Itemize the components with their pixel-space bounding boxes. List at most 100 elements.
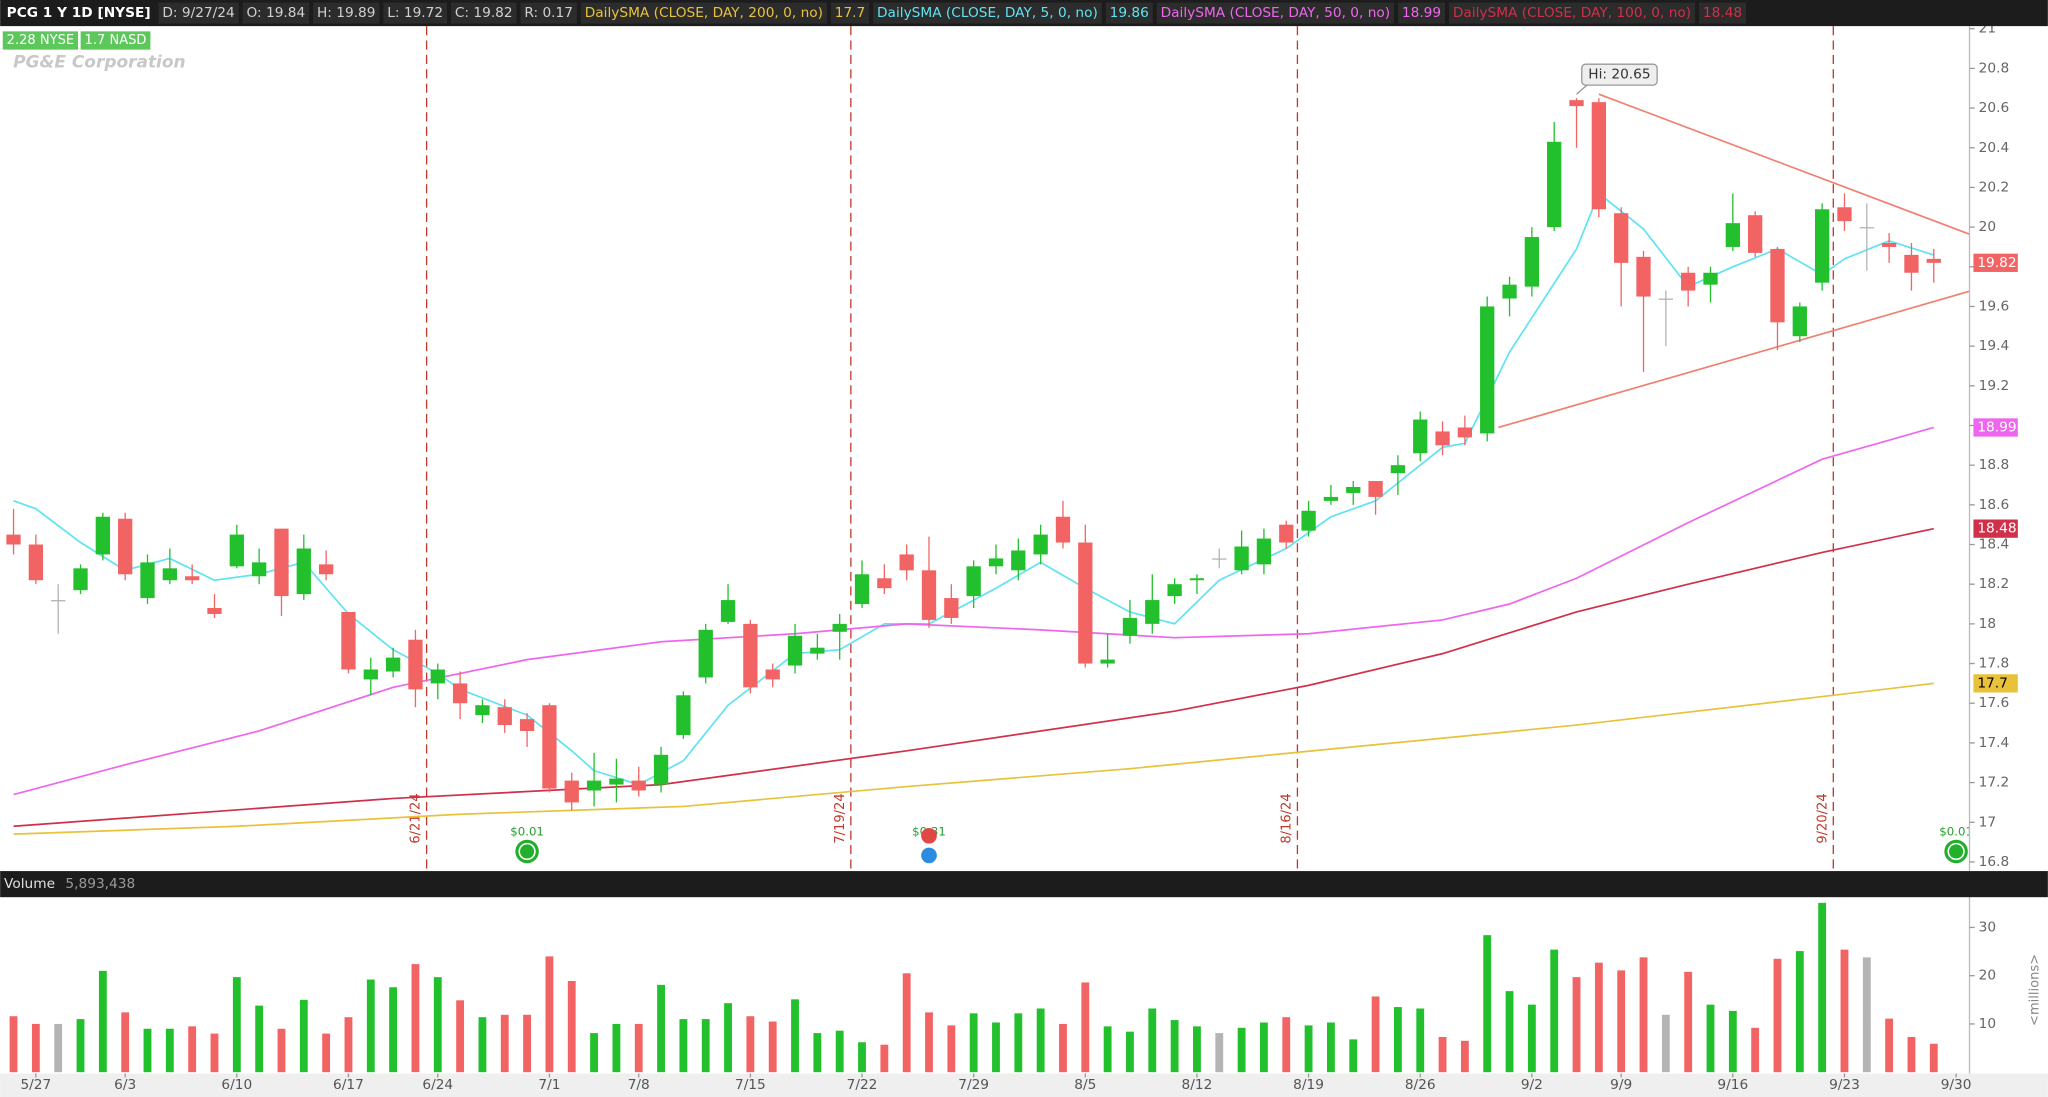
event-label: 9/20/24 [1815, 793, 1830, 843]
sma-line [13, 682, 1934, 835]
price-badge-label: 18.99 [1977, 419, 2016, 435]
y-tick-label: 18.6 [1979, 497, 2010, 513]
volume-bar [232, 977, 241, 1073]
candle-body [1435, 431, 1450, 446]
candle-body [1368, 481, 1383, 497]
high-label: Hi: 20.65 [1588, 67, 1650, 83]
trendline [1498, 289, 1972, 429]
volume-bar [344, 1017, 353, 1073]
volume-bar [1326, 1022, 1335, 1073]
volume-bar [969, 1013, 978, 1073]
candle-body [743, 623, 758, 688]
x-tick-label: 6/24 [422, 1077, 453, 1093]
x-axis-bg [0, 1073, 2048, 1097]
candle-body [586, 780, 602, 791]
volume-bar [31, 1023, 40, 1073]
candle-body [631, 780, 646, 791]
header-item: 19.86 [1110, 5, 1149, 21]
candle-body [1189, 578, 1205, 581]
candle-body [1100, 659, 1115, 664]
header-item-box [158, 2, 239, 24]
candle-body [318, 564, 334, 575]
candle-body [296, 548, 311, 595]
y-tick-label: 20.8 [1979, 60, 2010, 76]
header-item-box [1698, 2, 1747, 24]
volume-bar [701, 1019, 710, 1073]
volume-bar [1728, 1010, 1737, 1073]
event-icon [921, 847, 937, 864]
candle-body [251, 562, 267, 577]
candle-body [1681, 272, 1696, 291]
x-tick-label: 6/10 [221, 1077, 252, 1093]
volume-bar [277, 1028, 286, 1073]
candle-body [475, 705, 490, 716]
candle-body [1837, 207, 1852, 222]
candle-body [6, 534, 21, 545]
volume-bar [791, 999, 799, 1073]
candle-body [1591, 102, 1607, 210]
x-axis: 5/27 6/3 6/10 6/17 6/24 7/1 7/8 7/15 7/22 7/29 8/5… [20, 1073, 1972, 1093]
candle-body [1569, 100, 1584, 107]
header-item: H: 19.89 [317, 5, 376, 21]
candle-body [51, 600, 66, 602]
header-item: C: 19.82 [455, 5, 513, 21]
volume-bar [1460, 1040, 1469, 1073]
dividend-icon-ring [518, 842, 536, 861]
volume-bar [1929, 1043, 1938, 1073]
candle-body [519, 719, 535, 731]
high-pointer [1576, 84, 1588, 95]
volume-bar [1416, 1008, 1425, 1073]
volume-bar [1237, 1027, 1246, 1073]
x-tick-label: 9/16 [1717, 1077, 1748, 1093]
volume-bar [947, 1025, 956, 1073]
candle-body [1234, 546, 1249, 571]
volume-bar [1304, 1025, 1313, 1073]
exchange-badge: 1.7 NASD [85, 33, 147, 48]
volume-bar [1818, 902, 1827, 1073]
x-tick-label: 8/12 [1182, 1077, 1213, 1093]
candle-body [1547, 141, 1562, 228]
candle-body [1279, 524, 1294, 543]
candle-body [408, 639, 423, 690]
right-axis-bg [1969, 0, 2048, 1097]
volume-bar [1081, 982, 1090, 1073]
candle-body [921, 570, 937, 620]
header-item-box [450, 2, 517, 24]
candle-body [1859, 227, 1874, 229]
volume-bar [322, 1033, 331, 1073]
volume-bar [500, 1014, 509, 1073]
event-label: 7/19/24 [833, 793, 848, 843]
volume-tick-label: 10 [1979, 1016, 1996, 1032]
x-tick-label: 8/5 [1074, 1077, 1096, 1093]
sma-line [13, 192, 1934, 786]
candle-body [1814, 209, 1830, 283]
volume-bar [1371, 996, 1380, 1073]
header-item-box [383, 2, 448, 24]
candle-body [1055, 516, 1071, 543]
high-label-box [1581, 63, 1658, 86]
volume-bar [1170, 1020, 1179, 1073]
volume-bar [188, 1026, 197, 1073]
candle-body [609, 778, 624, 785]
header-item: 18.48 [1703, 5, 1742, 21]
volume-bar [1550, 949, 1559, 1073]
y-tick-label: 17.4 [1979, 735, 2010, 751]
volume-tick-label: 30 [1979, 919, 1996, 935]
candle-body [1323, 496, 1339, 501]
candle-body [162, 568, 177, 581]
x-tick-label: 9/23 [1829, 1077, 1860, 1093]
y-tick-label: 20.4 [1979, 140, 2010, 156]
exchange-badge-box [2, 31, 79, 50]
exchange-badge: 2.28 NYSE [7, 33, 74, 48]
header-item: DailySMA (CLOSE, DAY, 5, 0, no) [877, 5, 1098, 21]
candle-body [1636, 256, 1651, 297]
header-item: DailySMA (CLOSE, DAY, 100, 0, no) [1453, 5, 1691, 21]
volume-bar [813, 1033, 822, 1073]
volume-bar [835, 1030, 844, 1073]
x-tick-label: 9/30 [1941, 1077, 1972, 1093]
candle-body [185, 576, 200, 581]
volume-bar [1661, 1014, 1670, 1073]
candle-body [1212, 558, 1227, 560]
price-badge-label: 18.48 [1977, 521, 2016, 537]
x-tick-label: 9/9 [1610, 1077, 1632, 1093]
